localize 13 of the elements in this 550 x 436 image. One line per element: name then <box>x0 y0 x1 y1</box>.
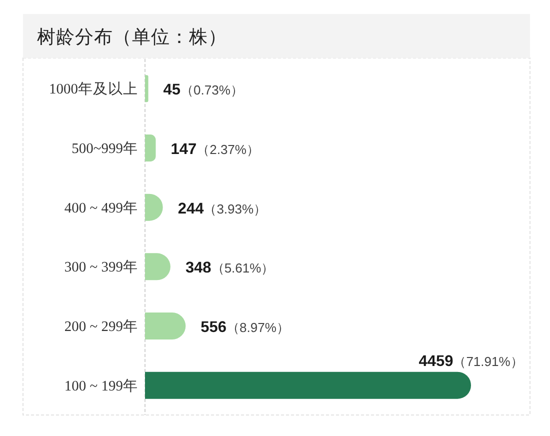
value-label: 147（2.37%） <box>170 141 260 158</box>
category-label: 100 ~ 199年 <box>64 378 138 394</box>
category-label: 300 ~ 399年 <box>64 260 138 276</box>
category-label: 500~999年 <box>72 141 138 157</box>
value-label: 4459（71.91%） <box>418 352 524 370</box>
category-label: 1000年及以上 <box>49 82 138 98</box>
value-label: 244（3.93%） <box>178 200 267 218</box>
value-label: 556（8.97%） <box>200 319 290 336</box>
value-label: 45（0.73%） <box>163 82 244 99</box>
category-label: 400 ~ 499年 <box>64 200 138 216</box>
value-label: 348（5.61%） <box>185 260 274 277</box>
category-label: 200 ~ 299年 <box>64 319 138 335</box>
title: 树龄分布（单位：株） <box>37 28 227 48</box>
